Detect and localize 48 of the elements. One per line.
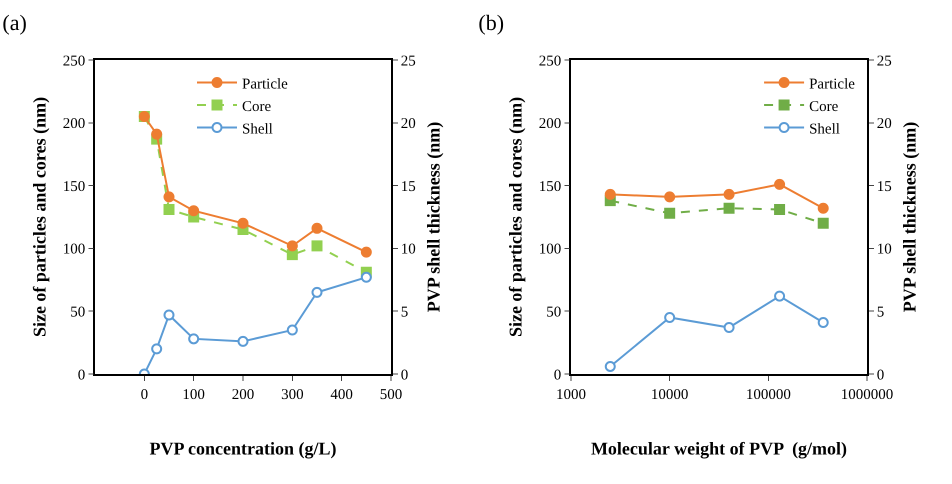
legend-label: Shell bbox=[809, 121, 840, 138]
x-tick-label: 200 bbox=[232, 386, 254, 403]
y-tick-label: 0 bbox=[554, 367, 562, 384]
y2-tick-label: 25 bbox=[876, 53, 892, 70]
y2-tick-label: 10 bbox=[876, 242, 892, 258]
x-axis-title: Molecular weight of PVP (g/mol) bbox=[590, 438, 848, 458]
x-tick-label: 100000 bbox=[746, 386, 791, 403]
x-tick-label: 1000000 bbox=[840, 386, 894, 403]
y-tick-label: 250 bbox=[538, 53, 562, 70]
y-tick-label: 100 bbox=[62, 242, 86, 258]
x-tick-label: 300 bbox=[281, 386, 304, 403]
y-tick-label: 200 bbox=[62, 116, 86, 132]
y2-tick-label: 15 bbox=[400, 178, 416, 195]
x-tick-label: 1000 bbox=[556, 386, 586, 403]
legend-label: Shell bbox=[242, 121, 273, 138]
y-tick-label: 100 bbox=[538, 242, 562, 258]
chart-title: (a) bbox=[2, 10, 27, 35]
x-tick-label: 400 bbox=[330, 386, 353, 403]
legend-label: Core bbox=[242, 98, 272, 115]
x-tick-label: 100 bbox=[182, 386, 205, 403]
y2-tick-label: 20 bbox=[400, 116, 416, 132]
y2-tick-label: 10 bbox=[400, 242, 416, 258]
y-tick-label: 50 bbox=[70, 304, 86, 320]
y-tick-label: 50 bbox=[546, 304, 562, 320]
y2-axis-title: PVP shell thickness (nm) bbox=[899, 122, 920, 312]
y2-tick-label: 5 bbox=[876, 304, 884, 320]
y-axis-title: Size of particles and cores (nm) bbox=[505, 96, 526, 338]
legend-label: Particle bbox=[809, 76, 856, 92]
legend-label: Particle bbox=[242, 76, 288, 92]
y2-tick-label: 15 bbox=[876, 178, 892, 195]
legend-label: Core bbox=[809, 98, 839, 115]
y2-axis-title: PVP shell thickness (nm) bbox=[423, 122, 444, 312]
y2-tick-label: 0 bbox=[876, 367, 884, 384]
y2-tick-label: 0 bbox=[400, 367, 408, 384]
y2-tick-label: 5 bbox=[400, 304, 408, 320]
chart-title: (b) bbox=[478, 10, 504, 35]
x-tick-label: 500 bbox=[380, 386, 402, 403]
y2-tick-label: 25 bbox=[400, 53, 416, 70]
y-axis-title: Size of particles and cores (nm) bbox=[29, 96, 50, 338]
x-tick-label: 10000 bbox=[650, 386, 688, 403]
y-tick-label: 250 bbox=[62, 53, 86, 70]
y-tick-label: 0 bbox=[78, 367, 86, 384]
x-tick-label: 0 bbox=[140, 386, 148, 403]
y-tick-label: 150 bbox=[62, 178, 86, 195]
y2-tick-label: 20 bbox=[876, 116, 892, 132]
y-tick-label: 200 bbox=[538, 116, 562, 132]
y-tick-label: 150 bbox=[538, 178, 562, 195]
x-axis-title: PVP concentration (g/L) bbox=[150, 438, 336, 458]
